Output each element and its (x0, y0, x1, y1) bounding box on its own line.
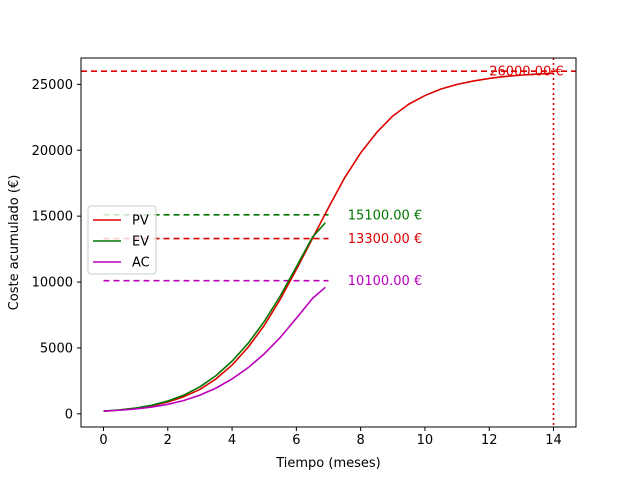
y-tick-label: 5000 (40, 341, 73, 356)
y-tick-label: 15000 (32, 210, 73, 225)
legend-label: PV (132, 214, 149, 229)
value-annotation: 10100.00 € (348, 274, 422, 289)
x-tick-label: 10 (417, 433, 434, 448)
y-tick-label: 25000 (32, 78, 73, 93)
legend: PV EV AC (87, 205, 157, 275)
series-line-pv (103, 72, 554, 412)
value-annotation: 13300.00 € (348, 232, 422, 247)
plot-area (81, 58, 576, 427)
axes-frame (80, 57, 577, 428)
x-tick-label: 2 (164, 433, 172, 448)
y-tick-label: 10000 (32, 276, 73, 291)
x-tick-label: 6 (292, 433, 300, 448)
x-tick-label: 0 (99, 433, 107, 448)
series-line-ev (103, 222, 326, 412)
value-annotation: 15100.00 € (348, 208, 422, 223)
y-tick-label: 0 (65, 407, 73, 422)
value-annotation: 26000.00 € (489, 65, 563, 80)
x-tick-label: 4 (228, 433, 236, 448)
y-axis-label: Coste acumulado (€) (7, 175, 22, 311)
y-tick-label: 20000 (32, 144, 73, 159)
x-tick-label: 8 (357, 433, 365, 448)
x-axis-label: Tiempo (meses) (275, 456, 381, 471)
axis-ticks: 0 2 4 6 8 10 12 14 0 5000 10000 15000 20000 25000 (32, 78, 562, 448)
x-tick-label: 14 (545, 433, 562, 448)
legend-label: AC (132, 256, 150, 271)
legend-box (87, 205, 157, 275)
value-annotations: 26000.00 € 15100.00 € 13300.00 € 10100.00 € (348, 65, 564, 290)
legend-label: EV (132, 235, 149, 250)
x-tick-label: 12 (481, 433, 498, 448)
series-line-ac (103, 286, 326, 412)
